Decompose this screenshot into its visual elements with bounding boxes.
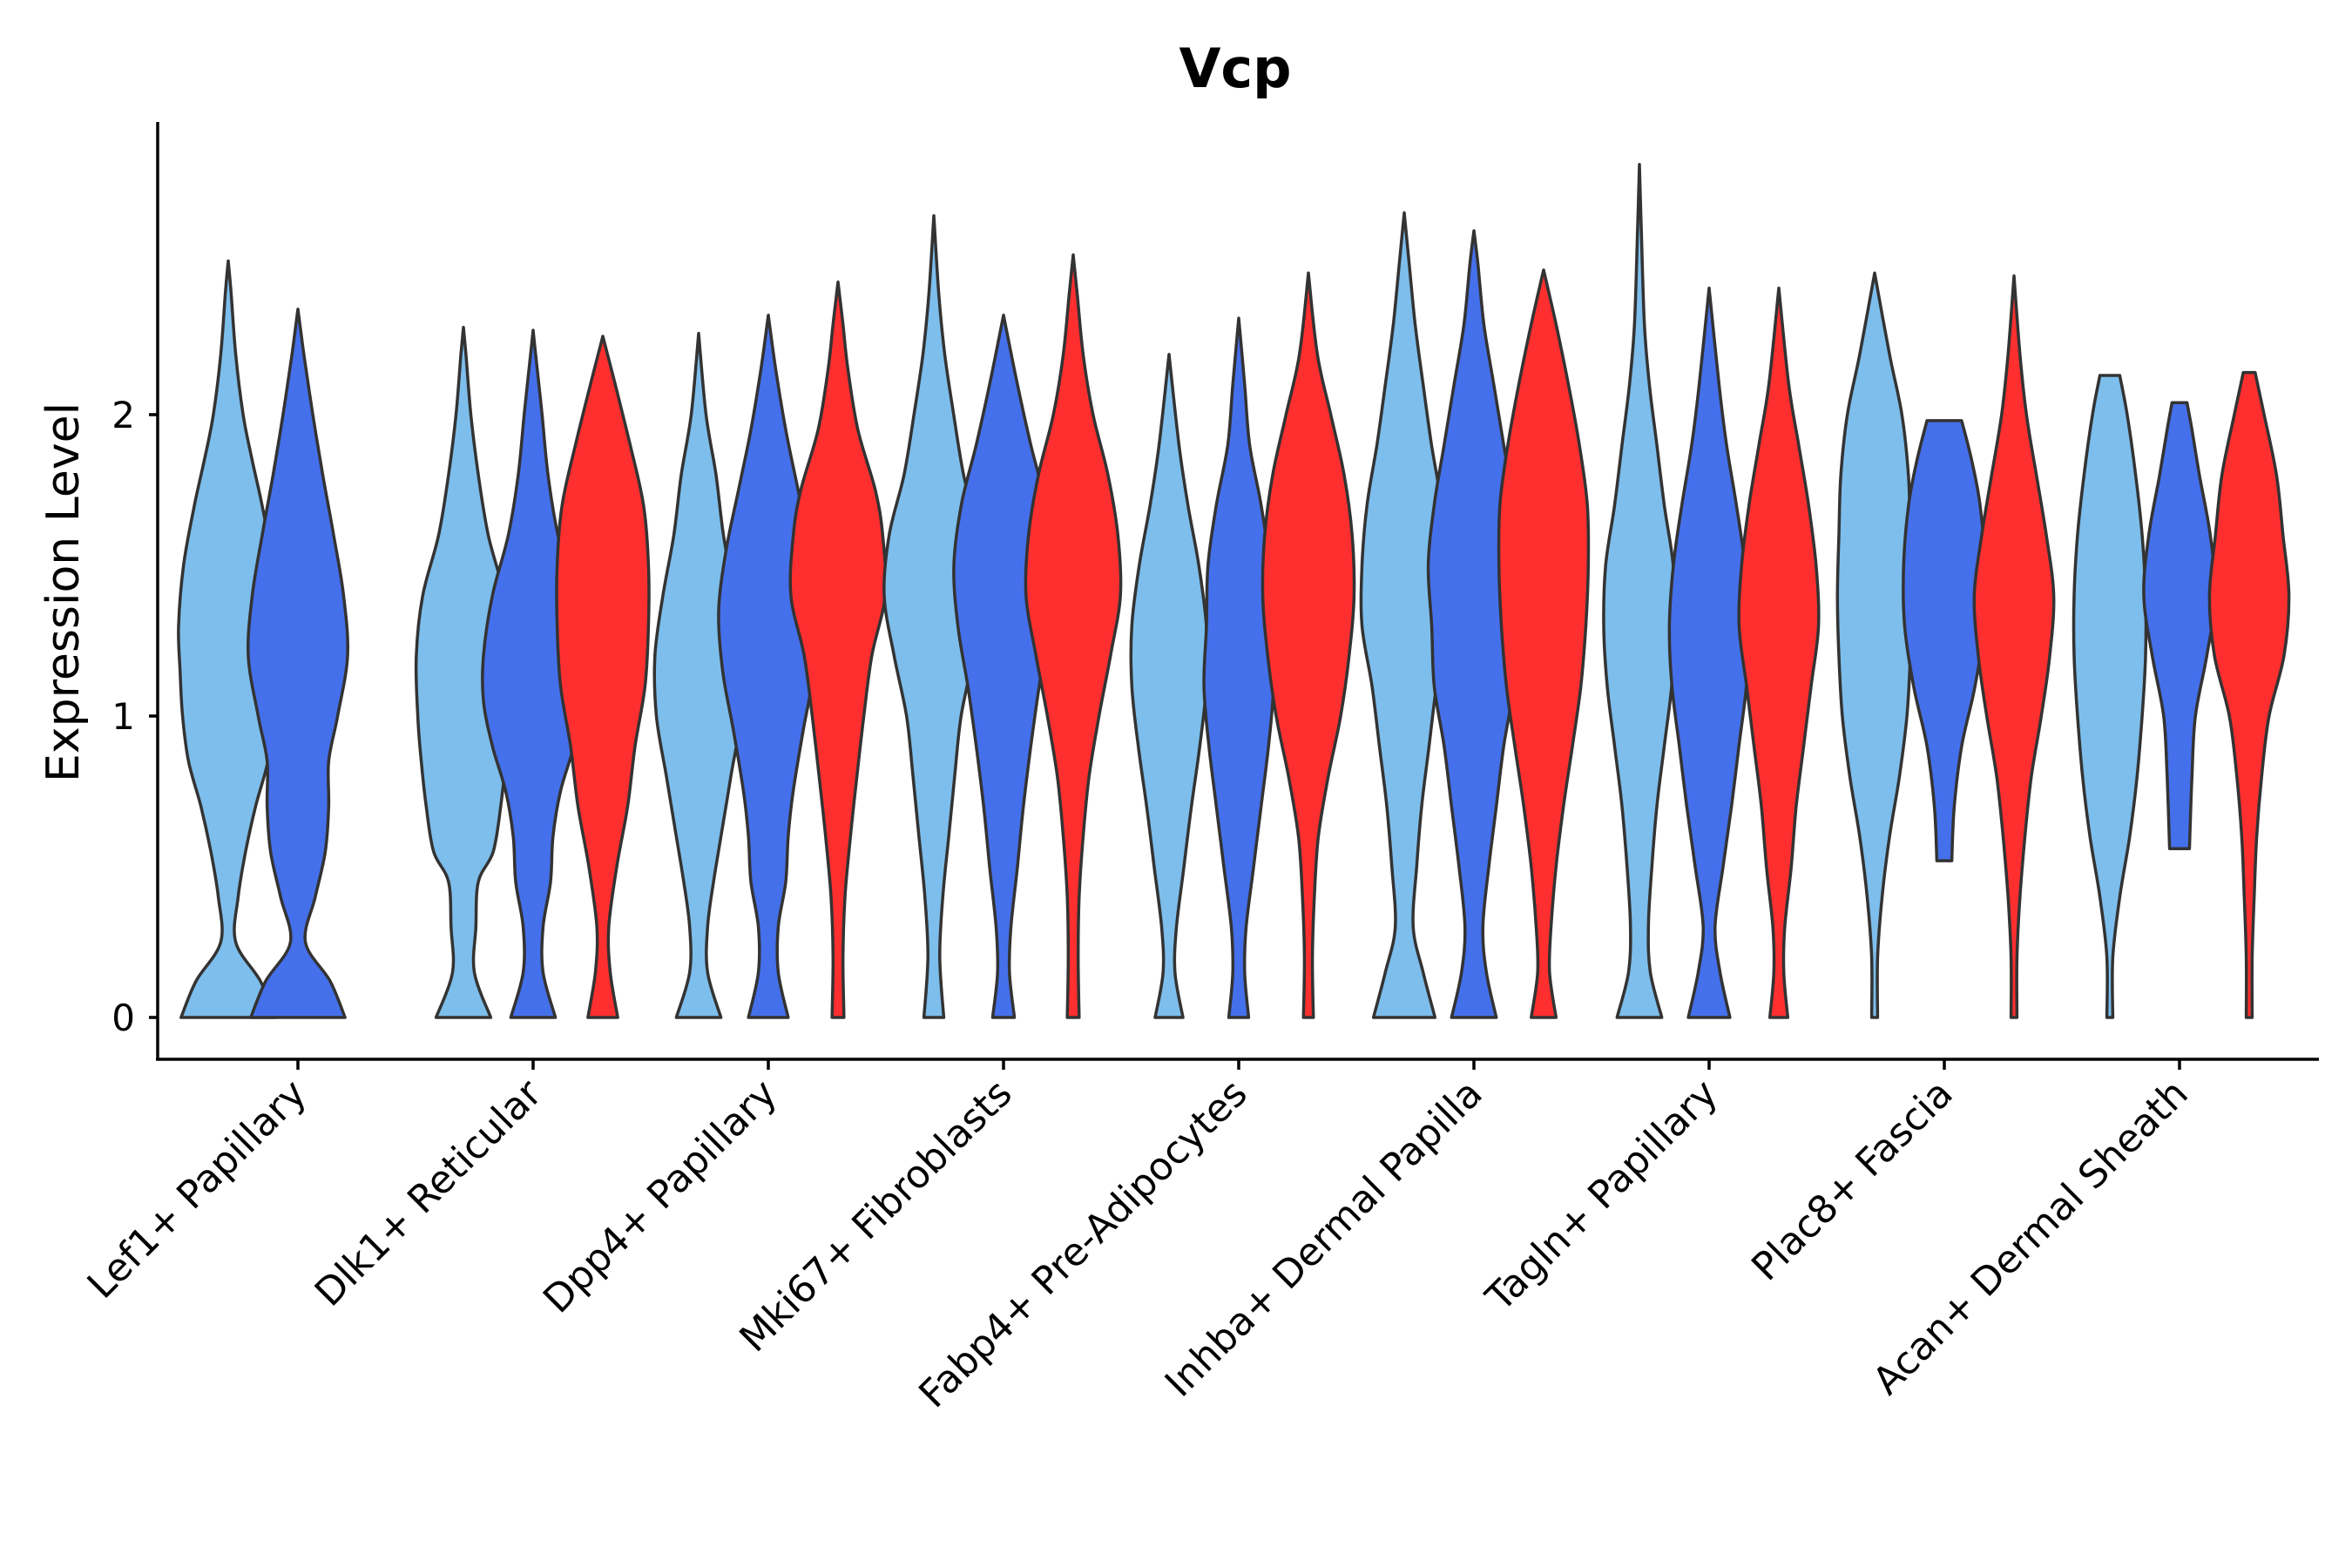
x-tick-label: Dlk1+ Reticular — [307, 1071, 551, 1315]
violin-light-blue — [1359, 211, 1450, 1019]
violin-red — [1024, 253, 1123, 1019]
violin-light-blue — [1129, 353, 1209, 1019]
violin-red — [2207, 370, 2291, 1019]
x-tick-label: Plac8+ Fascia — [1743, 1071, 1962, 1290]
violin-light-blue — [414, 325, 513, 1019]
violin-red — [788, 280, 888, 1019]
violin-blue — [1202, 316, 1275, 1019]
violin-red — [1497, 268, 1591, 1019]
violin-blue — [480, 328, 586, 1019]
violin-blue — [247, 308, 349, 1019]
y-axis-label: Expression Level — [37, 402, 90, 782]
violin-light-blue — [882, 213, 985, 1019]
x-tick-label: Lef1+ Papillary — [79, 1071, 315, 1308]
violin-light-blue — [177, 259, 280, 1019]
violin-blue — [1426, 229, 1522, 1019]
violin-light-blue — [652, 331, 745, 1019]
violin-blue — [717, 314, 820, 1019]
x-tick-label: Dpp4+ Papillary — [535, 1071, 786, 1322]
violin-light-blue — [1835, 271, 1914, 1019]
y-ticks: 0 1 2 — [112, 394, 158, 1039]
y-tick-label: 2 — [112, 394, 135, 436]
violin-red — [1972, 274, 2056, 1019]
violin-blue — [1902, 419, 1987, 862]
violin-red — [1260, 271, 1356, 1019]
violin-red — [555, 335, 651, 1019]
y-tick-label: 0 — [112, 997, 135, 1039]
violin-blue — [952, 314, 1055, 1019]
violin-blue — [1667, 286, 1751, 1019]
y-tick-label: 1 — [112, 695, 135, 738]
violin-light-blue — [1602, 163, 1677, 1019]
chart-title: Vcp — [1179, 37, 1291, 100]
violin-blue — [2142, 401, 2217, 850]
violin-layer — [177, 163, 2291, 1019]
violin-red — [1737, 286, 1821, 1019]
x-tick-label: Tagln+ Papillary — [1477, 1071, 1727, 1321]
violin-light-blue — [2072, 374, 2148, 1019]
